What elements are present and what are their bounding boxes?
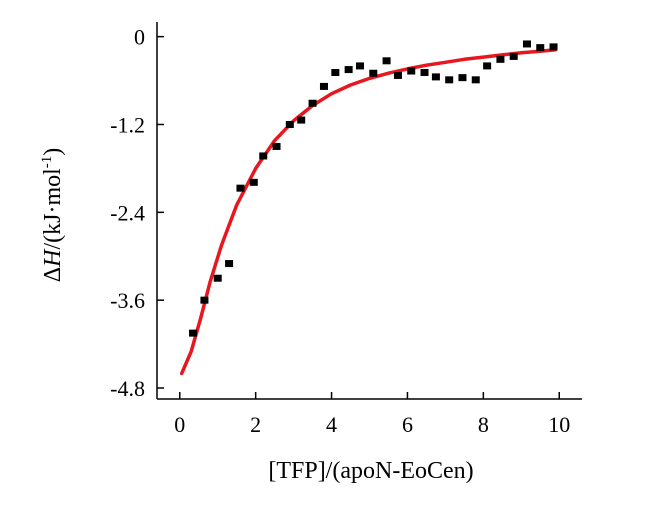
data-point (536, 44, 545, 52)
fit-curve (179, 48, 558, 376)
data-point (407, 67, 416, 75)
data-point (236, 184, 245, 192)
data-point (249, 178, 258, 186)
data-point (382, 57, 391, 65)
data-point (319, 82, 328, 90)
y-axis-title-var: H (40, 248, 66, 268)
y-tick-label: -1.2 (110, 112, 145, 137)
x-tick-label: 10 (548, 412, 570, 437)
data-point (369, 69, 378, 77)
data-point (200, 296, 209, 304)
data-point (509, 52, 518, 60)
data-point (471, 76, 480, 84)
y-axis-title: ΔH/(kJ·mol-1) (39, 148, 66, 283)
y-tick-label: -4.8 (110, 376, 145, 401)
y-axis-title-delta: Δ (40, 267, 66, 282)
y-tick-label: -2.4 (110, 200, 145, 225)
x-tick-label: 4 (326, 412, 337, 437)
data-point (496, 55, 505, 63)
x-axis-title: [TFP]/(apoN-EoCen) (268, 458, 473, 484)
y-tick-label: 0 (134, 25, 145, 50)
x-tick-label: 6 (402, 412, 413, 437)
data-point (272, 142, 281, 150)
data-point (308, 99, 317, 107)
x-tick-label: 0 (174, 412, 185, 437)
data-point (213, 274, 222, 282)
ticks: 0 2 4 6 8 10 0 -1.2 -2.4 -3.6 -4.8 (110, 25, 570, 437)
data-point (189, 329, 198, 337)
data-point (344, 66, 353, 74)
y-tick-label: -3.6 (110, 288, 145, 313)
axes (156, 22, 582, 400)
data-point (483, 62, 492, 70)
data-point (549, 43, 558, 51)
data-points-layer (189, 40, 558, 337)
data-point (297, 116, 306, 124)
data-point (420, 69, 429, 77)
data-point (259, 152, 268, 160)
x-tick-label: 8 (478, 412, 489, 437)
data-point (458, 74, 467, 82)
data-point (225, 260, 234, 268)
data-point (431, 73, 440, 81)
fit-curve-layer (179, 48, 558, 376)
data-point (356, 62, 365, 70)
x-tick-label: 2 (250, 412, 261, 437)
y-axis-title-exp: -1 (39, 156, 55, 169)
data-point (522, 40, 531, 48)
y-axis-title-unit: /(kJ·mol (40, 168, 66, 250)
data-point (331, 69, 340, 77)
y-axis-title-close: ) (40, 148, 66, 156)
data-point (445, 76, 454, 84)
data-point (393, 71, 402, 79)
data-point (285, 120, 294, 128)
